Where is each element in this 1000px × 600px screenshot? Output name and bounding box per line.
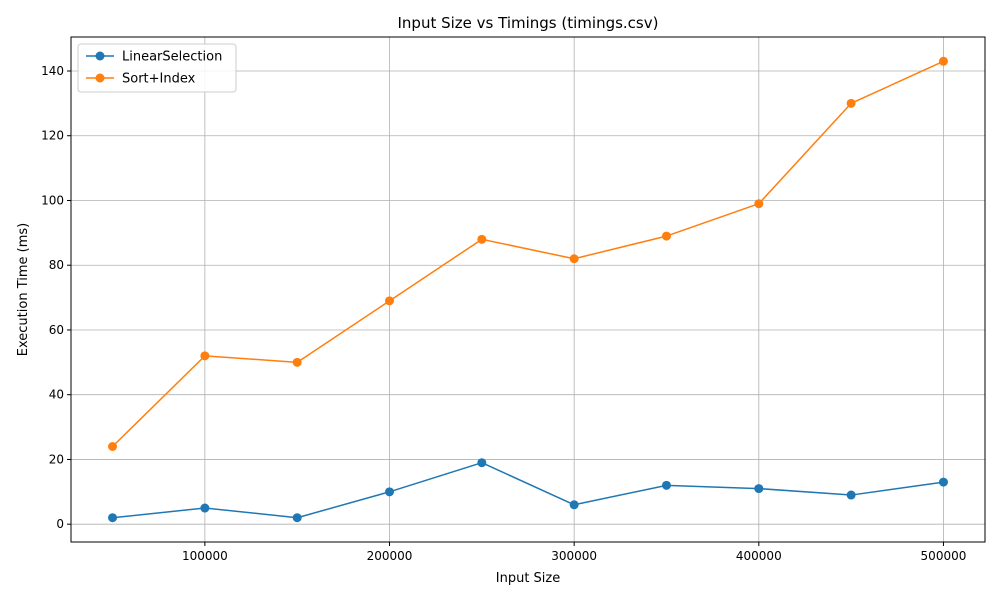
data-point — [385, 487, 395, 497]
y-axis-label: Execution Time (ms) — [16, 223, 31, 356]
data-point — [661, 231, 671, 241]
ticks: 100000 200000 300000 400000 500000 0 20 40 60 80 1… — [41, 64, 966, 563]
data-point — [477, 458, 487, 468]
data-point — [938, 477, 948, 487]
series-layer — [108, 56, 948, 523]
y-tick-label: 140 — [41, 64, 64, 78]
y-tick-label: 40 — [49, 388, 64, 402]
series-line — [112, 60, 944, 448]
legend-swatch-marker — [95, 51, 105, 61]
legend-box — [77, 43, 237, 93]
x-axis-label: Input Size — [496, 571, 560, 586]
data-point — [661, 480, 671, 490]
data-point — [477, 234, 487, 244]
legend-item: Sort+Index — [86, 72, 196, 87]
x-tick-label: 200000 — [367, 549, 413, 563]
data-point — [754, 484, 764, 494]
y-tick-label: 120 — [41, 129, 64, 143]
data-point — [569, 500, 579, 510]
y-tick-label: 0 — [56, 517, 64, 531]
data-point — [292, 513, 302, 523]
data-point — [200, 351, 210, 361]
legend: LinearSelection Sort+Index — [77, 43, 237, 93]
data-point — [108, 513, 118, 523]
data-point — [200, 503, 210, 513]
data-point — [754, 199, 764, 209]
chart-title: Input Size vs Timings (timings.csv) — [398, 14, 659, 32]
grid — [71, 37, 985, 542]
series-linearselection — [108, 458, 948, 523]
data-point — [569, 254, 579, 264]
legend-label: Sort+Index — [122, 72, 196, 87]
y-tick-label: 60 — [49, 323, 64, 337]
y-tick-label: 80 — [49, 258, 64, 272]
y-tick-label: 20 — [49, 452, 64, 466]
series-line — [112, 461, 944, 519]
data-point — [385, 296, 395, 306]
data-point — [108, 442, 118, 452]
data-point — [846, 490, 856, 500]
legend-label: LinearSelection — [122, 50, 222, 65]
data-point — [846, 98, 856, 108]
x-tick-label: 100000 — [182, 549, 228, 563]
plot-frame — [70, 36, 986, 543]
y-tick-label: 100 — [41, 193, 64, 207]
series-sort-index — [108, 56, 948, 452]
legend-item: LinearSelection — [86, 50, 222, 65]
data-point — [938, 56, 948, 66]
x-tick-label: 300000 — [551, 549, 597, 563]
x-tick-label: 500000 — [921, 549, 967, 563]
data-point — [292, 357, 302, 367]
legend-swatch-marker — [95, 73, 105, 83]
x-tick-label: 400000 — [736, 549, 782, 563]
